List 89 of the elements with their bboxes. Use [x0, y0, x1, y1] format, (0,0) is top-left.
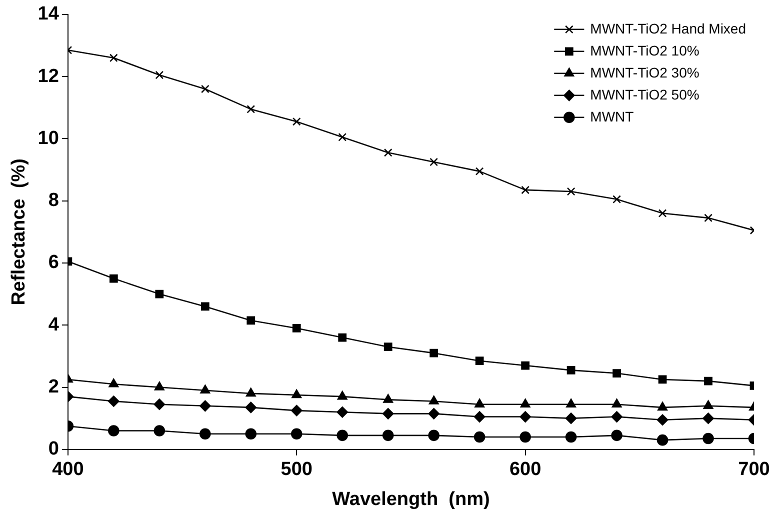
legend-label: MWNT-TiO2 Hand Mixed [590, 20, 746, 36]
point [703, 400, 714, 410]
point [290, 428, 302, 440]
point [566, 366, 576, 374]
point [520, 398, 530, 408]
legend-label: MWNT-TiO2 50% [590, 86, 700, 102]
x-tick-label: 500 [280, 459, 312, 480]
point [611, 430, 622, 442]
point [612, 369, 621, 378]
legend-label: MWNT-TiO2 30% [590, 64, 700, 80]
legend-label: MWNT-TiO2 10% [590, 42, 700, 58]
point [384, 148, 392, 157]
y-tick-label: 4 [48, 314, 60, 336]
point [200, 84, 210, 94]
point [566, 187, 576, 196]
x-tick-label: 400 [52, 459, 84, 480]
point [612, 195, 621, 204]
point [656, 434, 668, 446]
point [704, 214, 712, 222]
point [200, 302, 210, 311]
point [520, 431, 531, 443]
point [336, 406, 348, 418]
point [199, 428, 211, 440]
point [565, 412, 577, 424]
point [566, 398, 576, 408]
point [702, 432, 714, 444]
point [384, 342, 392, 352]
point [521, 361, 530, 370]
point [656, 414, 668, 426]
point [337, 390, 348, 400]
point [245, 402, 257, 414]
point [382, 430, 394, 442]
y-axis-title: Reflectance (%) [8, 158, 30, 306]
y-tick-label: 12 [38, 66, 59, 87]
point [658, 209, 667, 218]
point [199, 400, 211, 412]
point [704, 376, 712, 386]
point [428, 408, 440, 420]
point [658, 375, 667, 384]
point [475, 167, 484, 176]
y-tick-label: 0 [48, 438, 59, 460]
point [336, 430, 348, 442]
point [520, 411, 531, 422]
point [658, 402, 668, 411]
point [474, 411, 486, 422]
point [292, 324, 301, 332]
legend-label: MWNT [590, 108, 634, 124]
point [565, 431, 577, 443]
y-tick-label: 6 [48, 252, 59, 274]
point [521, 186, 530, 194]
point [109, 274, 118, 283]
point [428, 430, 440, 442]
point [475, 356, 484, 366]
point [612, 398, 622, 408]
point [154, 425, 166, 436]
y-tick-label: 14 [38, 4, 60, 25]
point [474, 431, 486, 443]
point [246, 104, 256, 114]
point [474, 398, 485, 408]
point [430, 348, 438, 358]
point [292, 389, 302, 398]
point [702, 412, 714, 424]
point [109, 54, 118, 62]
point [430, 158, 438, 166]
point [428, 396, 439, 404]
y-tick-label: 2 [48, 376, 59, 398]
point [383, 394, 394, 403]
point [611, 411, 622, 422]
y-tick-label: 8 [48, 190, 59, 212]
point [154, 398, 166, 410]
point [155, 290, 164, 298]
point [245, 428, 257, 440]
point [155, 70, 164, 80]
y-tick-label: 10 [38, 128, 59, 149]
point [246, 388, 256, 397]
x-tick-label: 600 [509, 459, 542, 480]
point [292, 117, 301, 126]
point [246, 316, 256, 325]
point [290, 404, 302, 416]
x-axis-title: Wavelength (nm) [332, 488, 490, 510]
point [338, 132, 347, 142]
point [108, 396, 120, 407]
point [338, 333, 347, 342]
x-tick-label: 700 [738, 459, 770, 480]
point [200, 384, 210, 394]
point [108, 378, 119, 388]
point [154, 382, 164, 390]
point [108, 425, 120, 436]
point [382, 408, 394, 420]
